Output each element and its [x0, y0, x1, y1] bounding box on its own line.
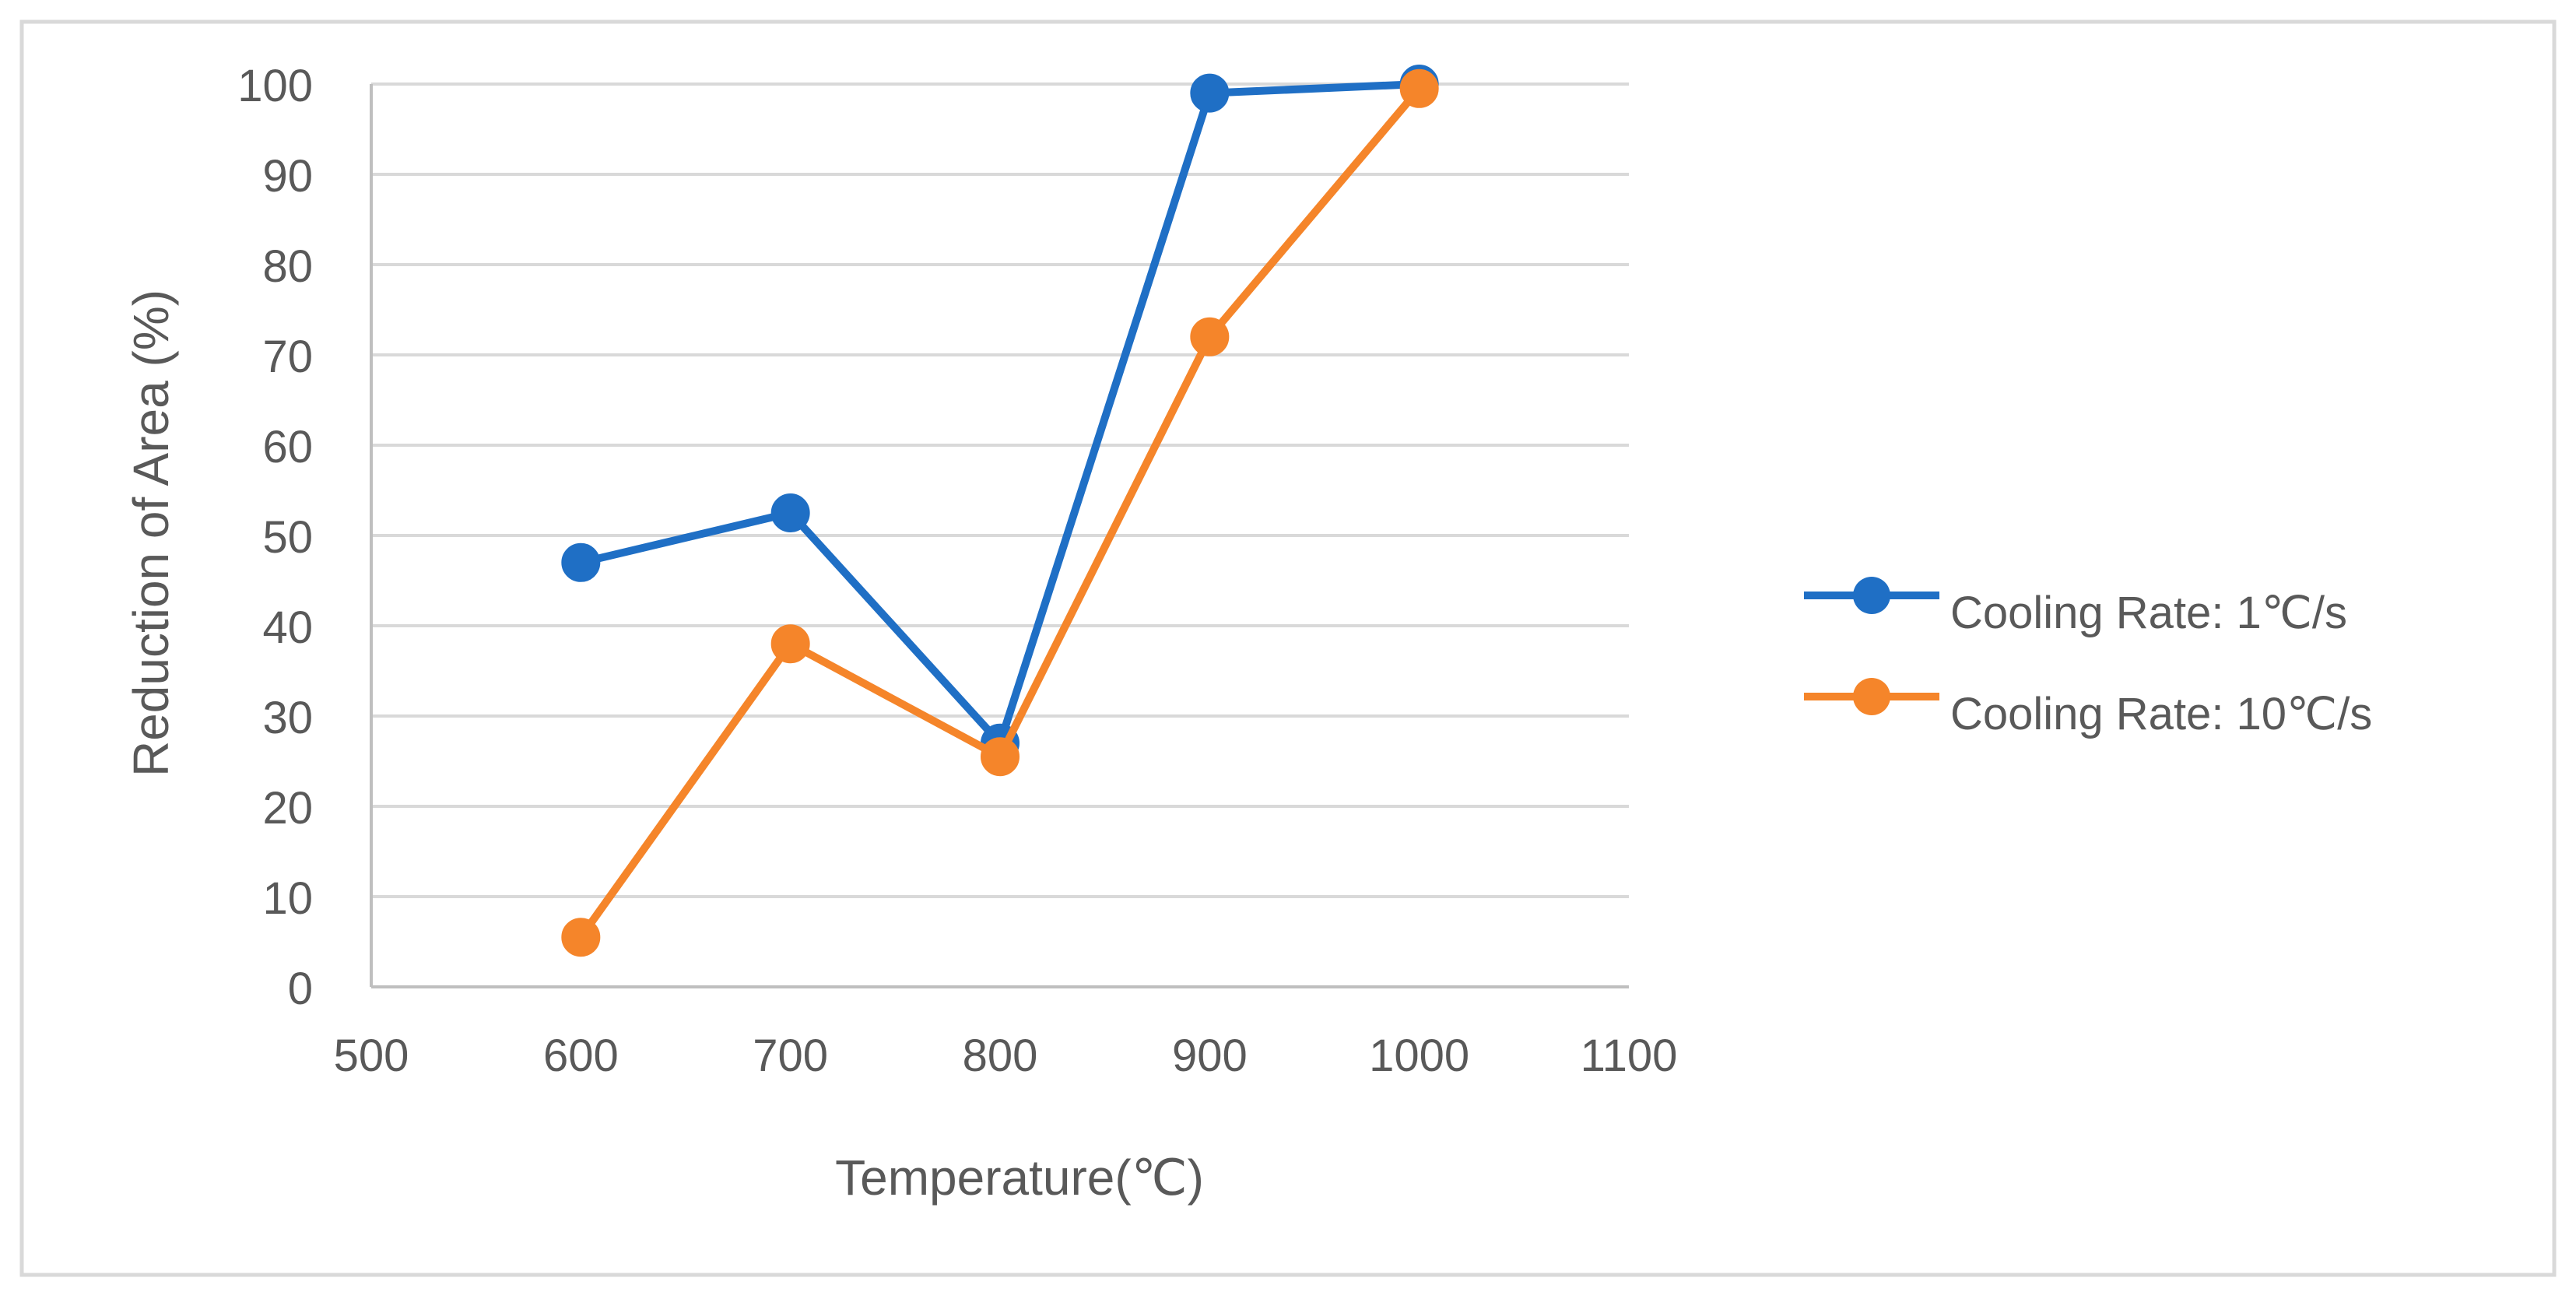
y-tick-label: 80 — [262, 241, 313, 292]
chart-frame — [19, 19, 2557, 1277]
data-point-series-2 — [1399, 68, 1439, 108]
legend-label-1: Cooling Rate: 1℃/s — [1950, 588, 2347, 638]
legend-marker-2 — [1853, 678, 1890, 715]
data-point-series-2 — [770, 624, 810, 664]
series-layer — [561, 65, 1439, 957]
y-tick-label: 70 — [262, 332, 313, 382]
data-point-series-2 — [981, 737, 1020, 777]
x-tick-label: 800 — [963, 1030, 1038, 1081]
y-tick-label: 20 — [262, 783, 313, 834]
y-tick-label: 0 — [288, 964, 313, 1014]
axes — [370, 84, 1629, 988]
legend-marker-1 — [1853, 577, 1890, 614]
legend: Cooling Rate: 1℃/s Cooling Rate: 10℃/s — [1804, 577, 2372, 739]
data-point-series-1 — [561, 542, 601, 582]
x-tick-label: 1000 — [1369, 1030, 1469, 1081]
y-tick-label: 60 — [262, 422, 313, 472]
y-tick-label: 100 — [237, 61, 313, 111]
y-tick-label: 10 — [262, 873, 313, 924]
x-tick-label: 600 — [543, 1030, 619, 1081]
data-point-series-2 — [561, 918, 601, 957]
y-tick-label: 90 — [262, 151, 313, 202]
y-tick-label: 30 — [262, 693, 313, 743]
x-tick-label: 500 — [334, 1030, 409, 1081]
data-point-series-1 — [1190, 73, 1230, 113]
data-point-series-1 — [770, 493, 810, 532]
y-axis-title: Reduction of Area (%) — [123, 290, 179, 777]
x-tick-label: 900 — [1172, 1030, 1248, 1081]
x-tick-label: 1100 — [1581, 1030, 1678, 1081]
x-tick-label: 700 — [753, 1030, 828, 1081]
y-tick-labels: 0 10 20 30 40 50 60 70 80 90 100 — [237, 61, 313, 1014]
y-tick-label: 40 — [262, 602, 313, 653]
x-tick-labels: 500 600 700 800 900 1000 1100 — [334, 1030, 1678, 1081]
data-point-series-2 — [1190, 317, 1230, 356]
x-axis-title: Temperature(℃) — [835, 1150, 1204, 1206]
legend-label-2: Cooling Rate: 10℃/s — [1950, 689, 2372, 739]
y-tick-label: 50 — [262, 512, 313, 563]
